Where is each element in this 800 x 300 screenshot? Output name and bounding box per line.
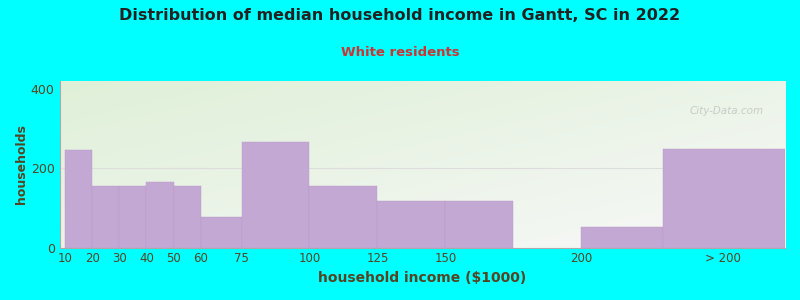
Bar (582, 227, 662, 247)
X-axis label: household income ($1000): household income ($1000) (318, 271, 526, 285)
Text: White residents: White residents (341, 46, 459, 59)
Bar (65, 150, 92, 248)
Bar (242, 142, 310, 248)
Bar (146, 182, 174, 248)
Text: City-Data.com: City-Data.com (689, 106, 763, 116)
Bar (310, 186, 378, 248)
Bar (446, 201, 514, 248)
Bar (201, 217, 242, 248)
Bar (662, 149, 785, 248)
Bar (174, 186, 201, 248)
Bar (378, 201, 446, 248)
Bar (92, 186, 119, 248)
Bar (119, 186, 146, 248)
Text: Distribution of median household income in Gantt, SC in 2022: Distribution of median household income … (119, 8, 681, 22)
Y-axis label: households: households (15, 124, 28, 204)
